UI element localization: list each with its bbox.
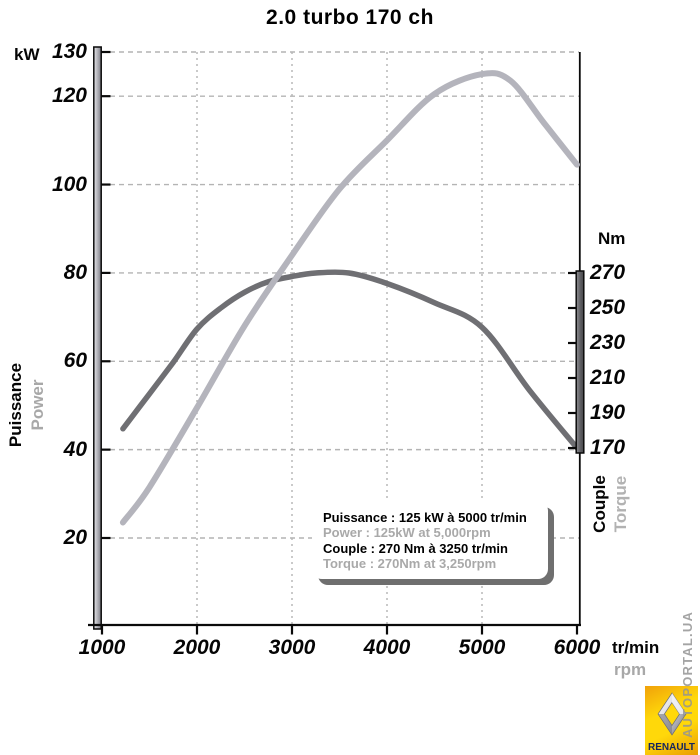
right-tick-label: 170 <box>590 436 626 459</box>
left-tick-label: 20 <box>63 525 87 549</box>
x-tick-label: 1000 <box>78 636 126 659</box>
right-axis-bar <box>575 270 585 454</box>
torque-curve <box>120 269 580 451</box>
left-tick-label: 130 <box>51 40 87 63</box>
power-curve <box>119 70 580 526</box>
x-tick-label: 2000 <box>173 636 221 659</box>
right-tick-label: 230 <box>590 331 626 354</box>
left-axis-unit: kW <box>14 45 40 64</box>
renault-logo: RENAULT <box>645 686 698 755</box>
x-tick-label: 6000 <box>553 636 601 659</box>
left-axis-bar <box>93 46 102 630</box>
right-tick-label: 190 <box>590 401 626 424</box>
x-axis-unit-fr: tr/min <box>612 638 660 657</box>
x-tick-label: 5000 <box>458 636 506 659</box>
legend-line-torque-en: Torque : 270Nm at 3,250rpm <box>323 556 497 572</box>
right-tick-label: 210 <box>590 366 626 389</box>
legend-line-power-fr: Puissance : 125 kW à 5000 tr/min <box>323 510 527 525</box>
right-tick-label: 270 <box>590 261 626 284</box>
x-tick-label: 3000 <box>268 636 316 659</box>
legend-line-power-en: Power : 125kW at 5,000rpm <box>323 525 491 541</box>
chart-title: 2.0 turbo 170 ch <box>266 6 434 29</box>
legend-box: Puissance : 125 kW à 5000 tr/min Power :… <box>312 501 548 579</box>
renault-logo-text: RENAULT <box>647 742 696 753</box>
x-axis-unit-en: rpm <box>614 660 647 679</box>
left-tick-label: 60 <box>63 349 87 373</box>
watermark-text: AUTOPORTAL.UA <box>680 610 695 739</box>
left-tick-label: 40 <box>63 437 87 461</box>
renault-diamond-icon <box>657 692 686 736</box>
right-axis-unit: Nm <box>598 229 626 248</box>
left-tick-label: 100 <box>51 172 87 196</box>
left-tick-label: 80 <box>63 260 87 284</box>
x-tick-label: 4000 <box>363 636 411 659</box>
left-tick-label: 120 <box>51 84 87 108</box>
right-tick-label: 250 <box>590 296 626 319</box>
legend-line-torque-fr: Couple : 270 Nm à 3250 tr/min <box>323 540 508 556</box>
